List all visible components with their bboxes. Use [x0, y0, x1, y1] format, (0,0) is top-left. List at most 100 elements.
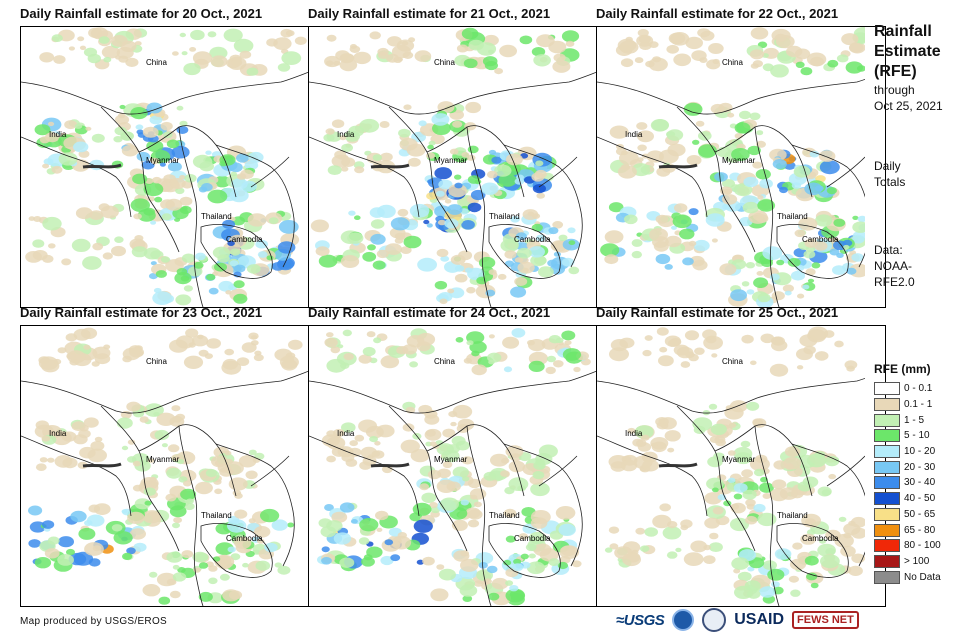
- rain-cell: [359, 461, 372, 470]
- map-label-china: China: [146, 357, 167, 366]
- rain-cell: [510, 286, 527, 298]
- rainfall-map: China India Myanmar Thailand Cambodia: [596, 325, 886, 607]
- border-line: [200, 224, 273, 279]
- rain-cell: [127, 456, 137, 463]
- legend-swatch: [874, 523, 900, 537]
- rain-cell: [604, 547, 613, 553]
- rain-cell: [176, 268, 188, 276]
- rain-cell: [666, 551, 678, 559]
- rain-cell: [838, 516, 847, 522]
- rain-cell: [91, 361, 100, 367]
- rain-cell: [514, 277, 528, 286]
- rain-cell: [73, 141, 89, 153]
- country-borders: [597, 78, 865, 307]
- rain-cell: [757, 199, 776, 212]
- rain-cell: [505, 580, 514, 586]
- rain-cell: [166, 551, 183, 563]
- rain-cell: [440, 255, 450, 262]
- rainfall-map-panel: Daily Rainfall estimate for 22 Oct., 202…: [596, 6, 886, 308]
- rain-cell: [232, 519, 240, 524]
- panel-title: Daily Rainfall estimate for 24 Oct., 202…: [308, 305, 551, 320]
- rain-cell: [631, 250, 642, 259]
- rain-cell: [80, 327, 98, 339]
- coastline: [82, 163, 122, 169]
- rain-cell: [454, 182, 463, 189]
- rain-cell: [431, 113, 450, 126]
- rain-cell: [326, 34, 337, 42]
- rain-cell: [384, 539, 394, 546]
- rain-cell: [391, 535, 412, 550]
- rain-cell: [150, 261, 157, 266]
- rain-cell: [324, 337, 338, 348]
- rain-cell: [29, 521, 46, 533]
- rain-cell: [508, 460, 526, 473]
- rain-cell: [555, 506, 576, 520]
- border-line: [100, 106, 180, 253]
- border-line: [21, 435, 132, 517]
- rain-cell: [198, 562, 209, 569]
- rain-cell: [555, 337, 564, 344]
- rain-cell: [92, 242, 104, 251]
- rain-cell: [409, 203, 430, 218]
- rain-cell: [535, 160, 544, 167]
- rain-cell: [260, 508, 280, 523]
- rain-cell: [189, 47, 197, 52]
- rain-cell: [609, 347, 629, 362]
- rain-cell: [132, 460, 141, 467]
- rain-cell: [169, 590, 181, 599]
- rain-cell: [74, 123, 83, 129]
- rain-cell: [640, 434, 650, 441]
- rain-cell: [58, 152, 78, 166]
- legend-label: 50 - 65: [904, 508, 936, 520]
- rainfall-field: [25, 27, 307, 306]
- title-line: Rainfall: [874, 23, 932, 40]
- rain-cell: [149, 115, 163, 125]
- rain-cell: [436, 564, 445, 570]
- rain-cell: [161, 443, 168, 448]
- rain-cell: [372, 154, 382, 161]
- map-info-sidebar: Rainfall Estimate (RFE) through Oct 25, …: [874, 22, 964, 290]
- map-label-china: China: [434, 357, 455, 366]
- rain-cell: [349, 45, 361, 53]
- rain-cell: [664, 430, 681, 442]
- rain-cell: [505, 588, 526, 603]
- rain-cell: [518, 533, 529, 540]
- rain-cell: [547, 259, 558, 267]
- rain-cell: [434, 280, 448, 290]
- rain-cell: [444, 218, 459, 229]
- border-line: [826, 156, 865, 188]
- rain-cell: [741, 469, 753, 478]
- rain-cell: [377, 204, 396, 218]
- rain-cell: [160, 256, 170, 263]
- rain-cell: [684, 330, 700, 341]
- rain-cell: [64, 120, 77, 130]
- rain-cell: [361, 557, 375, 567]
- rain-cell: [180, 275, 190, 282]
- rain-cell: [427, 144, 434, 150]
- rain-cell: [435, 190, 445, 197]
- rain-cell: [337, 446, 354, 458]
- rain-cell: [205, 469, 218, 478]
- rain-cell: [810, 582, 819, 589]
- legend-item: 0 - 0.1: [874, 381, 964, 397]
- rain-cell: [403, 104, 412, 110]
- rain-cell: [438, 179, 453, 190]
- rain-cell: [796, 348, 813, 361]
- rain-cell: [143, 182, 164, 197]
- rain-cell: [848, 565, 863, 576]
- country-borders: [309, 71, 597, 307]
- rain-cell: [48, 121, 55, 127]
- legend-label: 1 - 5: [904, 414, 925, 426]
- rain-cell: [130, 198, 150, 212]
- rain-cell: [277, 63, 291, 72]
- rain-cell: [418, 120, 427, 127]
- rain-cell: [42, 216, 62, 231]
- rain-cell: [841, 33, 859, 46]
- rain-cell: [850, 516, 865, 528]
- rain-cell: [503, 366, 513, 373]
- rain-cell: [714, 172, 728, 182]
- rain-cell: [685, 36, 703, 50]
- rain-cell: [28, 505, 43, 516]
- rain-cell: [708, 403, 718, 410]
- rain-cell: [852, 215, 859, 220]
